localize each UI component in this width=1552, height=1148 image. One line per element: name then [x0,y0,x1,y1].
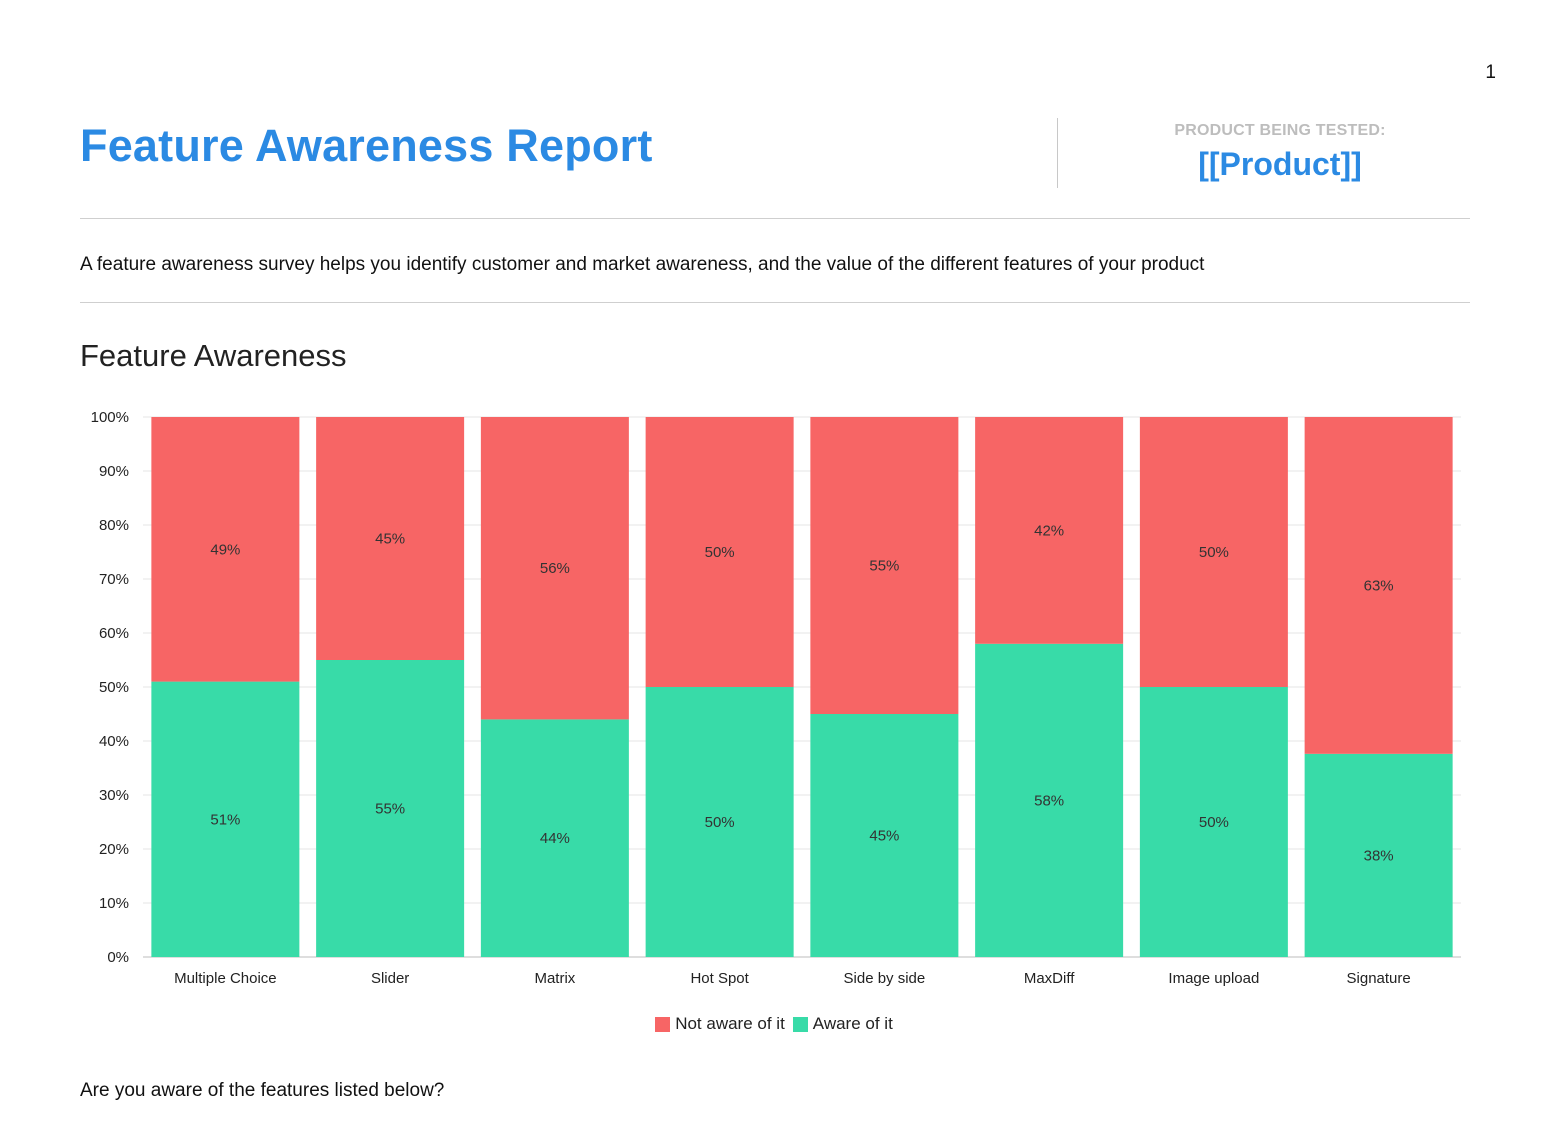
data-label-aware: 55% [375,801,405,818]
data-label-not-aware: 50% [705,544,735,561]
bar-aware [480,719,629,957]
bar-not-aware [316,417,465,660]
legend-label: Aware of it [812,1014,893,1033]
report-description: A feature awareness survey helps you ide… [80,254,1205,275]
bar-aware [645,687,794,957]
bar-not-aware [810,417,959,714]
y-tick-label: 60% [99,625,129,642]
bar-aware [1304,753,1453,957]
y-tick-label: 10% [99,895,129,912]
data-label-not-aware: 42% [1034,522,1064,539]
legend-item: Not aware of it [655,1014,785,1034]
x-tick-label: Side by side [844,970,926,987]
data-label-aware: 51% [210,811,240,828]
data-label-aware: 50% [705,814,735,831]
x-tick-label: Signature [1347,970,1411,987]
y-tick-label: 50% [99,679,129,696]
legend-swatch [655,1016,671,1032]
bar-aware [1139,687,1288,957]
product-name: [[Product]] [1198,146,1362,182]
bar-not-aware [645,417,794,687]
bar-not-aware [1139,417,1288,687]
data-label-not-aware: 55% [869,558,899,575]
y-tick-label: 0% [107,949,129,966]
report-title: Feature Awareness Report [80,120,653,171]
x-tick-label: Slider [371,970,409,987]
product-box: PRODUCT BEING TESTED: [[Product]] [1080,122,1480,183]
data-label-not-aware: 56% [540,560,570,577]
top-rule [80,218,1470,219]
data-label-aware: 45% [869,828,899,845]
bar-aware [810,714,959,957]
data-label-not-aware: 49% [210,541,240,558]
y-tick-label: 30% [99,787,129,804]
middle-rule [80,302,1470,303]
data-label-aware: 44% [540,830,570,847]
bar-not-aware [480,417,629,720]
x-tick-label: MaxDiff [1024,970,1075,987]
header-divider [1057,118,1058,188]
y-tick-label: 100% [91,409,129,426]
legend-item: Aware of it [792,1014,893,1034]
survey-question: Are you aware of the features listed bel… [80,1080,445,1101]
x-tick-label: Multiple Choice [174,970,277,987]
legend-label: Not aware of it [675,1014,785,1033]
data-label-not-aware: 45% [375,531,405,548]
page-number: 1 [1485,62,1496,83]
bar-aware [316,660,465,957]
y-tick-label: 80% [99,517,129,534]
chart-legend: Not aware of it Aware of it [0,1014,1552,1037]
legend-swatch [792,1016,808,1032]
data-label-aware: 58% [1034,792,1064,809]
y-tick-label: 90% [99,463,129,480]
bar-not-aware [1304,417,1453,754]
data-label-not-aware: 63% [1364,577,1394,594]
data-label-aware: 38% [1364,847,1394,864]
bar-not-aware [975,417,1124,644]
section-title: Feature Awareness [80,338,347,373]
data-label-not-aware: 50% [1199,544,1229,561]
bar-not-aware [151,417,300,682]
bar-aware [151,681,300,957]
bar-aware [975,643,1124,957]
product-caption: PRODUCT BEING TESTED: [1174,122,1386,139]
y-tick-label: 70% [99,571,129,588]
data-label-aware: 50% [1199,814,1229,831]
y-tick-label: 20% [99,841,129,858]
x-tick-label: Hot Spot [690,970,749,987]
x-tick-label: Image upload [1168,970,1259,987]
x-tick-label: Matrix [534,970,575,987]
y-tick-label: 40% [99,733,129,750]
